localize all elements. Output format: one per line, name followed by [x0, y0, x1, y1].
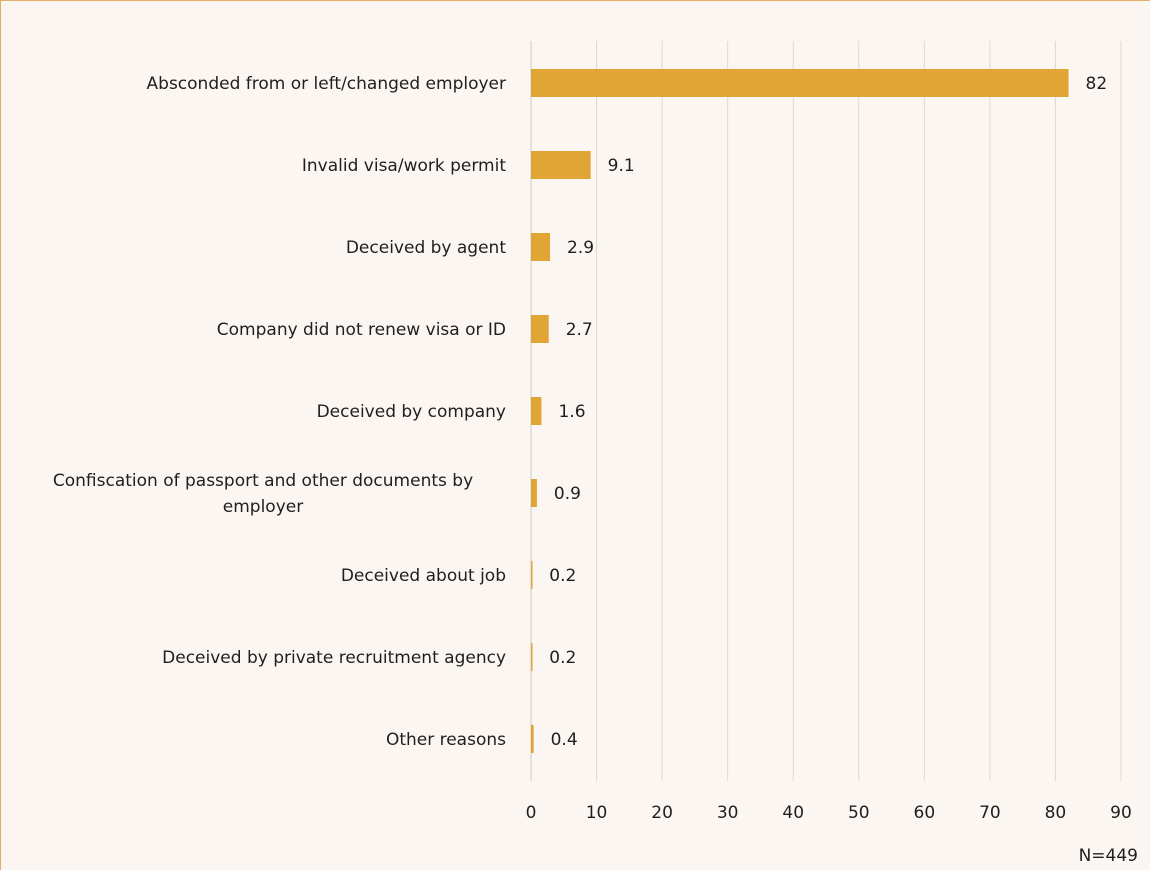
bar — [531, 643, 533, 671]
category-label-line: Deceived by company — [317, 402, 506, 422]
bar — [531, 151, 591, 179]
category-label: Deceived by private recruitment agency — [162, 648, 506, 668]
bar — [531, 479, 537, 507]
x-tick-label: 80 — [1045, 803, 1067, 823]
bar — [531, 725, 534, 753]
category-label: Deceived about job — [341, 566, 506, 586]
value-label: 2.9 — [567, 238, 594, 258]
category-label: Confiscation of passport and other docum… — [53, 471, 473, 517]
value-labels: 82 9.1 2.9 2.7 1.6 0.9 0.2 0.2 0.4 — [549, 74, 1107, 750]
x-tick-label: 0 — [526, 803, 537, 823]
category-label: Absconded from or left/changed employer — [147, 74, 506, 94]
value-label: 0.2 — [549, 566, 576, 586]
bar — [531, 69, 1069, 97]
gridlines — [530, 41, 1122, 781]
category-label: Deceived by company — [317, 402, 506, 422]
value-label: 0.2 — [549, 648, 576, 668]
category-label: Company did not renew visa or ID — [217, 320, 506, 340]
value-label: 1.6 — [558, 402, 585, 422]
x-tick-label: 30 — [717, 803, 739, 823]
value-label: 82 — [1086, 74, 1108, 94]
category-label: Deceived by agent — [346, 238, 506, 258]
category-label-line: employer — [223, 497, 303, 517]
x-tick-label: 40 — [782, 803, 804, 823]
value-label: 0.9 — [554, 484, 581, 504]
category-label-line: Confiscation of passport and other docum… — [53, 471, 473, 491]
category-label-line: Deceived about job — [341, 566, 506, 586]
category-labels: Absconded from or left/changed employer I… — [53, 74, 506, 750]
category-label-line: Company did not renew visa or ID — [217, 320, 506, 340]
x-tick-labels: 0 10 20 30 40 50 60 70 80 90 — [526, 803, 1132, 823]
category-label-line: Other reasons — [386, 730, 506, 750]
category-label: Other reasons — [386, 730, 506, 750]
bar — [531, 397, 542, 425]
value-label: 2.7 — [566, 320, 593, 340]
x-tick-label: 10 — [586, 803, 608, 823]
category-label-line: Deceived by private recruitment agency — [162, 648, 506, 668]
bars — [531, 69, 1069, 753]
x-tick-label: 20 — [651, 803, 673, 823]
bar-chart: Absconded from or left/changed employer I… — [53, 41, 1132, 823]
sample-size-note: N=449 — [1078, 846, 1138, 866]
x-tick-label: 60 — [914, 803, 936, 823]
bar — [531, 561, 533, 589]
value-label: 9.1 — [608, 156, 635, 176]
bar — [531, 233, 551, 261]
x-tick-label: 70 — [979, 803, 1001, 823]
category-label: Invalid visa/work permit — [302, 156, 506, 176]
value-label: 0.4 — [551, 730, 578, 750]
x-tick-label: 90 — [1110, 803, 1132, 823]
x-tick-label: 50 — [848, 803, 870, 823]
category-label-line: Invalid visa/work permit — [302, 156, 506, 176]
category-label-line: Absconded from or left/changed employer — [147, 74, 506, 94]
category-label-line: Deceived by agent — [346, 238, 506, 258]
bar — [531, 315, 549, 343]
